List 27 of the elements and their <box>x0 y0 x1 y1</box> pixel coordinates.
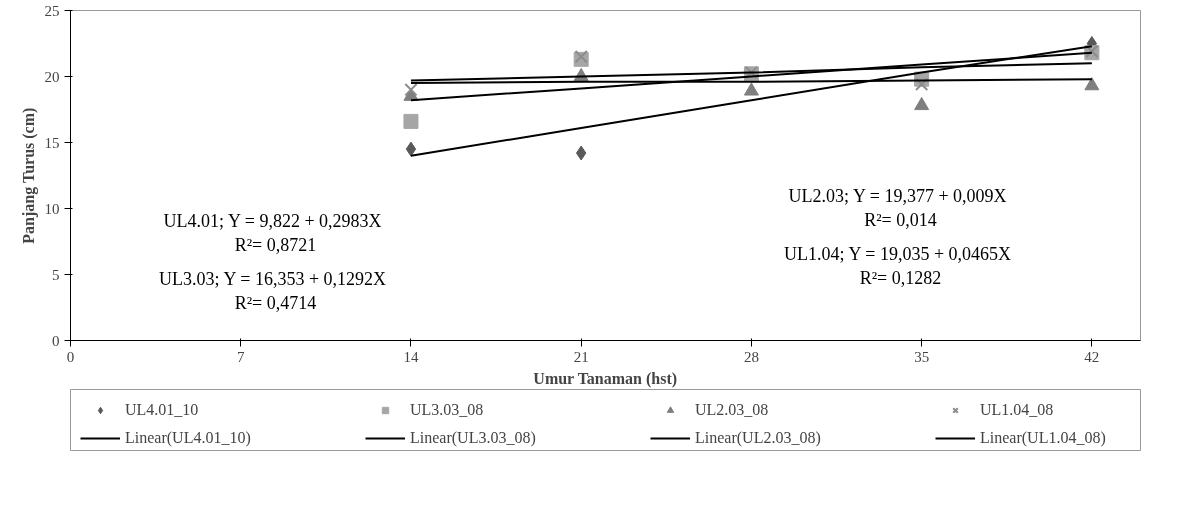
legend-label: Linear(UL3.03_08) <box>410 429 537 447</box>
legend-label: UL4.01_10 <box>125 401 200 419</box>
x-axis-title: Umur Tanaman (hst) <box>533 369 678 388</box>
x-tick-label: 42 <box>1084 348 1100 365</box>
annotation: UL1.04; Y = 19,035 + 0,0465X R²= 0,1282 <box>784 243 1012 288</box>
annotation: UL2.03; Y = 19,377 + 0,009X R²= 0,014 <box>788 185 1007 230</box>
annotation: UL4.01; Y = 9,822 + 0,2983X R²= 0,8721 <box>163 210 382 255</box>
legend-label: Linear(UL4.01_10) <box>125 429 252 447</box>
annotation: UL3.03; Y = 16,353 + 0,1292X R²= 0,4714 <box>159 268 387 313</box>
y-tick-label: 15 <box>44 134 60 151</box>
x-tick-label: 14 <box>403 348 419 365</box>
legend-label: Linear(UL2.03_08) <box>695 429 822 447</box>
legend-label: UL1.04_08 <box>980 401 1055 419</box>
x-tick-label: 35 <box>914 348 930 365</box>
legend-label: Linear(UL1.04_08) <box>980 429 1107 447</box>
x-tick-label: 7 <box>236 348 245 365</box>
y-tick-label: 25 <box>44 2 60 19</box>
x-tick-label: 21 <box>573 348 589 365</box>
legend-label: UL3.03_08 <box>410 401 485 419</box>
y-axis-title: Panjang Turus (cm) <box>19 107 38 244</box>
y-tick-label: 10 <box>44 200 60 217</box>
y-tick-label: 5 <box>52 266 60 283</box>
x-tick-label: 28 <box>743 348 759 365</box>
y-tick-label: 0 <box>52 332 60 349</box>
legend-label: UL2.03_08 <box>695 401 770 419</box>
x-tick-label: 0 <box>66 348 75 365</box>
y-tick-label: 20 <box>44 68 60 85</box>
